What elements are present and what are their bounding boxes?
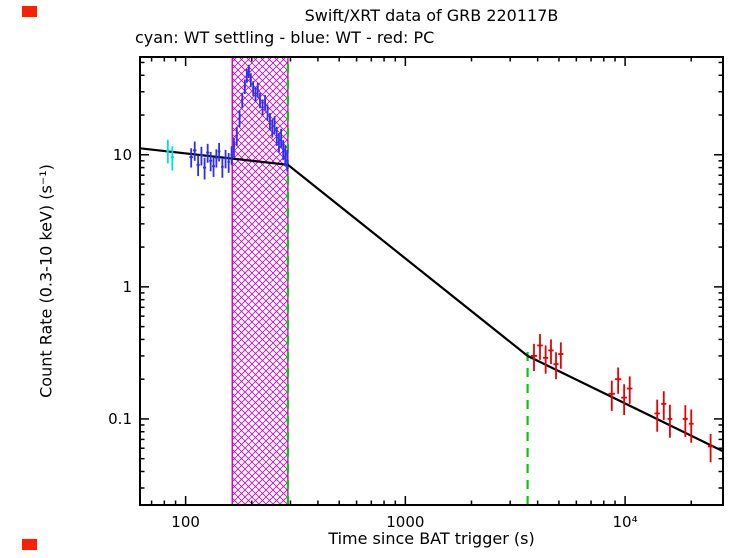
- x-tick-label: 10⁴: [613, 513, 638, 531]
- model-fit-line: [139, 147, 724, 453]
- series-wt-settling: [166, 139, 174, 171]
- y-tick-label: 10: [113, 146, 132, 164]
- axis-ticks: [140, 57, 723, 505]
- y-tick-label: 1: [122, 278, 132, 296]
- corner-marker-top: [22, 6, 37, 17]
- series-wt: [189, 64, 289, 180]
- plot-frame: [139, 56, 724, 506]
- x-tick-label: 1000: [386, 513, 424, 531]
- y-tick-label: 0.1: [108, 410, 132, 428]
- x-tick-label: 100: [171, 513, 200, 531]
- tick-labels: 100 1000 10⁴ 10 1 0.1: [108, 146, 637, 531]
- series-pc: [530, 333, 714, 463]
- flare-exclusion-region: [231, 57, 289, 505]
- x-axis-label: Time since BAT trigger (s): [328, 529, 535, 548]
- corner-marker-bottom: [22, 539, 37, 550]
- chart-subtitle: cyan: WT settling - blue: WT - red: PC: [135, 28, 435, 47]
- chart-title: Swift/XRT data of GRB 220117B: [304, 6, 559, 25]
